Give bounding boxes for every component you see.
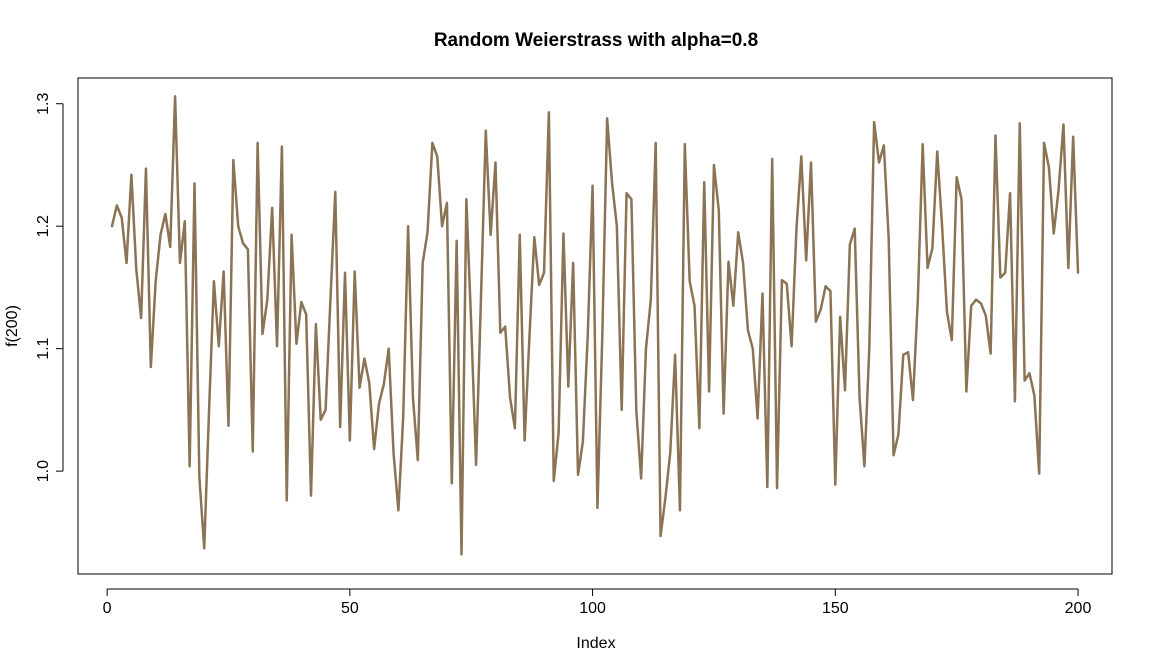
y-axis-label: f(200) (4, 305, 21, 347)
y-tick-label: 1.2 (35, 215, 52, 237)
y-axis: 1.0 1.1 1.2 1.3 (35, 92, 64, 482)
y-tick-label: 1.1 (35, 337, 52, 359)
x-tick-label: 150 (822, 600, 849, 617)
chart-title: Random Weierstrass with alpha=0.8 (434, 30, 758, 51)
x-axis: 0 50 100 150 200 (103, 588, 1092, 617)
y-tick-label: 1.0 (35, 460, 52, 482)
x-axis-label: Index (576, 635, 615, 652)
x-tick-label: 100 (579, 600, 606, 617)
plot-frame (77, 77, 1113, 575)
x-tick-label: 50 (341, 600, 359, 617)
y-tick-label: 1.3 (35, 92, 52, 114)
x-tick-label: 0 (103, 600, 112, 617)
x-tick-label: 200 (1065, 600, 1092, 617)
series-line (110, 95, 1080, 556)
